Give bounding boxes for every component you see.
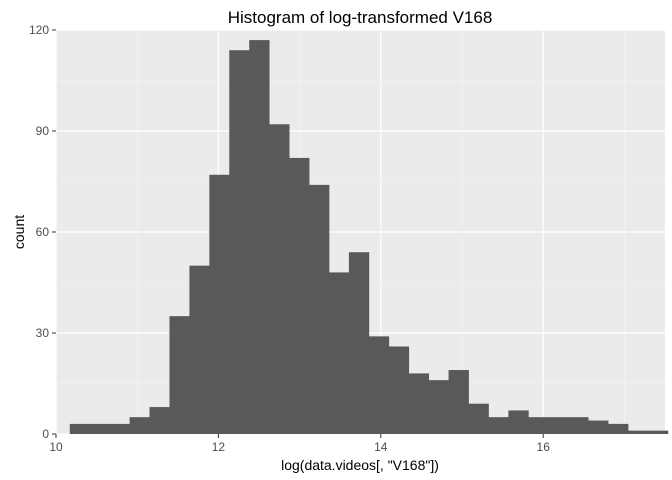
histogram-bar — [647, 430, 669, 434]
histogram-bar — [169, 316, 190, 434]
histogram-bar — [488, 417, 509, 434]
y-tick-label: 30 — [36, 326, 50, 340]
histogram-bar — [388, 346, 410, 434]
histogram-bar — [608, 423, 629, 434]
histogram-bar — [289, 157, 310, 434]
x-axis-ticks: 10 12 14 16 — [49, 434, 550, 454]
histogram-bar — [368, 336, 390, 434]
x-tick-label: 16 — [537, 440, 551, 454]
x-axis-label: log(data.videos[, "V168"]) — [281, 457, 439, 473]
histogram-bar — [568, 417, 589, 434]
histogram-bar — [249, 40, 270, 434]
histogram-bar — [309, 184, 330, 434]
y-tick-label: 120 — [29, 23, 49, 37]
histogram-bars — [69, 40, 669, 435]
histogram-bar — [269, 124, 290, 435]
x-tick-label: 10 — [49, 440, 63, 454]
histogram-bar — [328, 272, 350, 434]
histogram-bar — [189, 265, 210, 434]
histogram-bar — [89, 423, 111, 434]
histogram-bar — [129, 417, 150, 434]
histogram-bar — [229, 50, 250, 434]
histogram-bar — [448, 370, 469, 434]
histogram-bar — [468, 403, 489, 434]
y-tick-label: 0 — [42, 427, 49, 441]
x-tick-label: 12 — [212, 440, 226, 454]
y-tick-label: 90 — [36, 124, 50, 138]
histogram-bar — [209, 174, 230, 434]
histogram-bar — [149, 407, 170, 434]
histogram-bar — [348, 252, 370, 434]
y-axis-ticks: 0 30 60 90 120 — [29, 23, 56, 441]
histogram-bar — [627, 430, 649, 434]
histogram-bar — [588, 420, 609, 434]
histogram-bar — [508, 410, 529, 434]
histogram-bar — [528, 417, 549, 434]
histogram-bar — [109, 423, 131, 434]
y-axis-label: count — [11, 215, 27, 249]
y-tick-label: 60 — [36, 225, 50, 239]
histogram-bar — [428, 380, 449, 434]
histogram-bar — [408, 373, 430, 434]
x-tick-label: 14 — [374, 440, 388, 454]
histogram-bar — [548, 417, 569, 434]
histogram-bar — [69, 423, 91, 434]
chart-title: Histogram of log-transformed V168 — [228, 8, 493, 27]
